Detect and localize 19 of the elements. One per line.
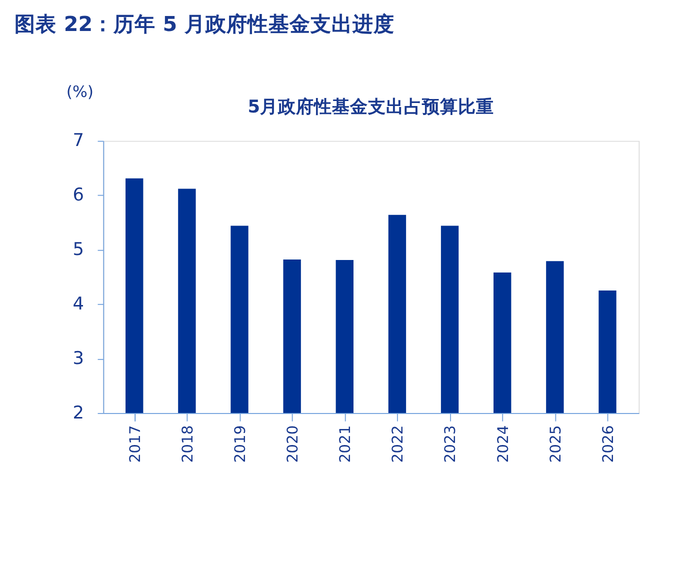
x-tick-label: 2018 [179, 425, 196, 463]
x-tick-label: 2026 [600, 425, 617, 463]
chart-subtitle: 5月政府性基金支出占预算比重 [248, 96, 494, 118]
y-tick-label: 2 [72, 403, 84, 424]
x-tick-label: 2019 [232, 425, 249, 463]
y-tick-label: 3 [72, 348, 84, 369]
x-tick-label: 2021 [337, 425, 354, 463]
y-tick-label: 7 [72, 131, 84, 152]
y-axis-title: (%) [66, 82, 94, 102]
x-tick-label: 2020 [284, 425, 302, 463]
y-tick-label: 6 [72, 186, 84, 206]
y-tick-label: 5 [72, 240, 84, 260]
y-tick-label: 4 [72, 294, 84, 315]
x-tick-label: 2023 [442, 425, 460, 463]
x-tick-label: 2024 [494, 425, 512, 463]
chart-title: 图表 22：历年 5 月政府性基金支出进度 [14, 12, 394, 36]
x-tick-label: 2022 [390, 425, 407, 463]
x-tick-label: 2025 [547, 425, 564, 463]
x-tick-label: 2017 [126, 425, 144, 463]
